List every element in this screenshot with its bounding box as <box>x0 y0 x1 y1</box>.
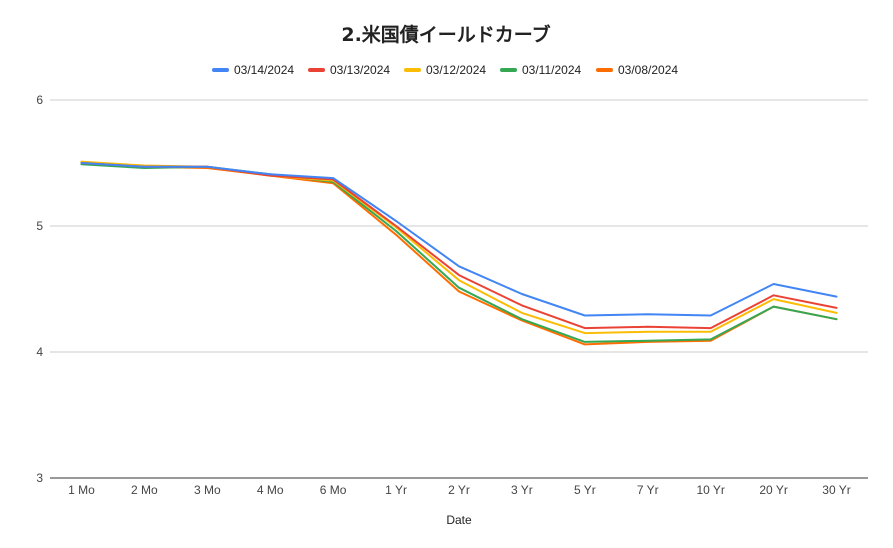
x-tick-label: 2 Yr <box>448 483 470 497</box>
legend-label: 03/08/2024 <box>618 63 678 77</box>
x-tick-label: 10 Yr <box>696 483 724 497</box>
y-tick-label: 6 <box>36 93 43 107</box>
legend-label: 03/11/2024 <box>522 63 581 77</box>
series-line-03-08-2024 <box>80 160 838 346</box>
legend-item[interactable]: 03/14/2024 <box>212 63 294 77</box>
legend: 03/14/2024 03/13/2024 03/12/2024 03/11/2024… <box>212 63 678 77</box>
x-axis-title: Date <box>446 513 472 527</box>
y-tick-label: 5 <box>36 219 43 233</box>
gridlines <box>50 99 868 479</box>
legend-label: 03/14/2024 <box>234 63 294 77</box>
legend-label: 03/13/2024 <box>330 63 390 77</box>
x-tick-label: 1 Yr <box>385 483 407 497</box>
x-tick-label: 20 Yr <box>759 483 787 497</box>
x-tick-label: 3 Mo <box>194 483 221 497</box>
x-axis-ticks: 1 Mo 2 Mo 3 Mo 4 Mo 6 Mo 1 Yr 2 Yr 3 Yr 5 Yr 7 Yr… <box>68 483 851 497</box>
legend-item[interactable]: 03/13/2024 <box>308 63 390 77</box>
x-tick-label: 1 Mo <box>68 483 95 497</box>
y-axis-ticks: 3 4 5 6 <box>36 93 43 485</box>
legend-item[interactable]: 03/11/2024 <box>500 63 581 77</box>
x-tick-label: 5 Yr <box>574 483 596 497</box>
x-tick-label: 4 Mo <box>257 483 284 497</box>
series-lines <box>80 160 838 346</box>
legend-label: 03/12/2024 <box>426 63 486 77</box>
x-tick-label: 3 Yr <box>511 483 533 497</box>
series-line-03-13-2024 <box>80 162 838 330</box>
y-tick-label: 4 <box>36 345 43 359</box>
legend-item[interactable]: 03/08/2024 <box>596 63 678 77</box>
x-tick-label: 7 Yr <box>637 483 659 497</box>
x-tick-label: 30 Yr <box>822 483 850 497</box>
chart-title: 2.米国債イールドカーブ <box>341 23 550 46</box>
y-tick-label: 3 <box>36 471 43 485</box>
series-line-03-14-2024 <box>80 162 838 317</box>
x-tick-label: 2 Mo <box>131 483 158 497</box>
legend-item[interactable]: 03/12/2024 <box>404 63 486 77</box>
x-tick-label: 6 Mo <box>320 483 347 497</box>
series-line-03-11-2024 <box>80 163 838 343</box>
series-line-03-12-2024 <box>80 160 838 335</box>
